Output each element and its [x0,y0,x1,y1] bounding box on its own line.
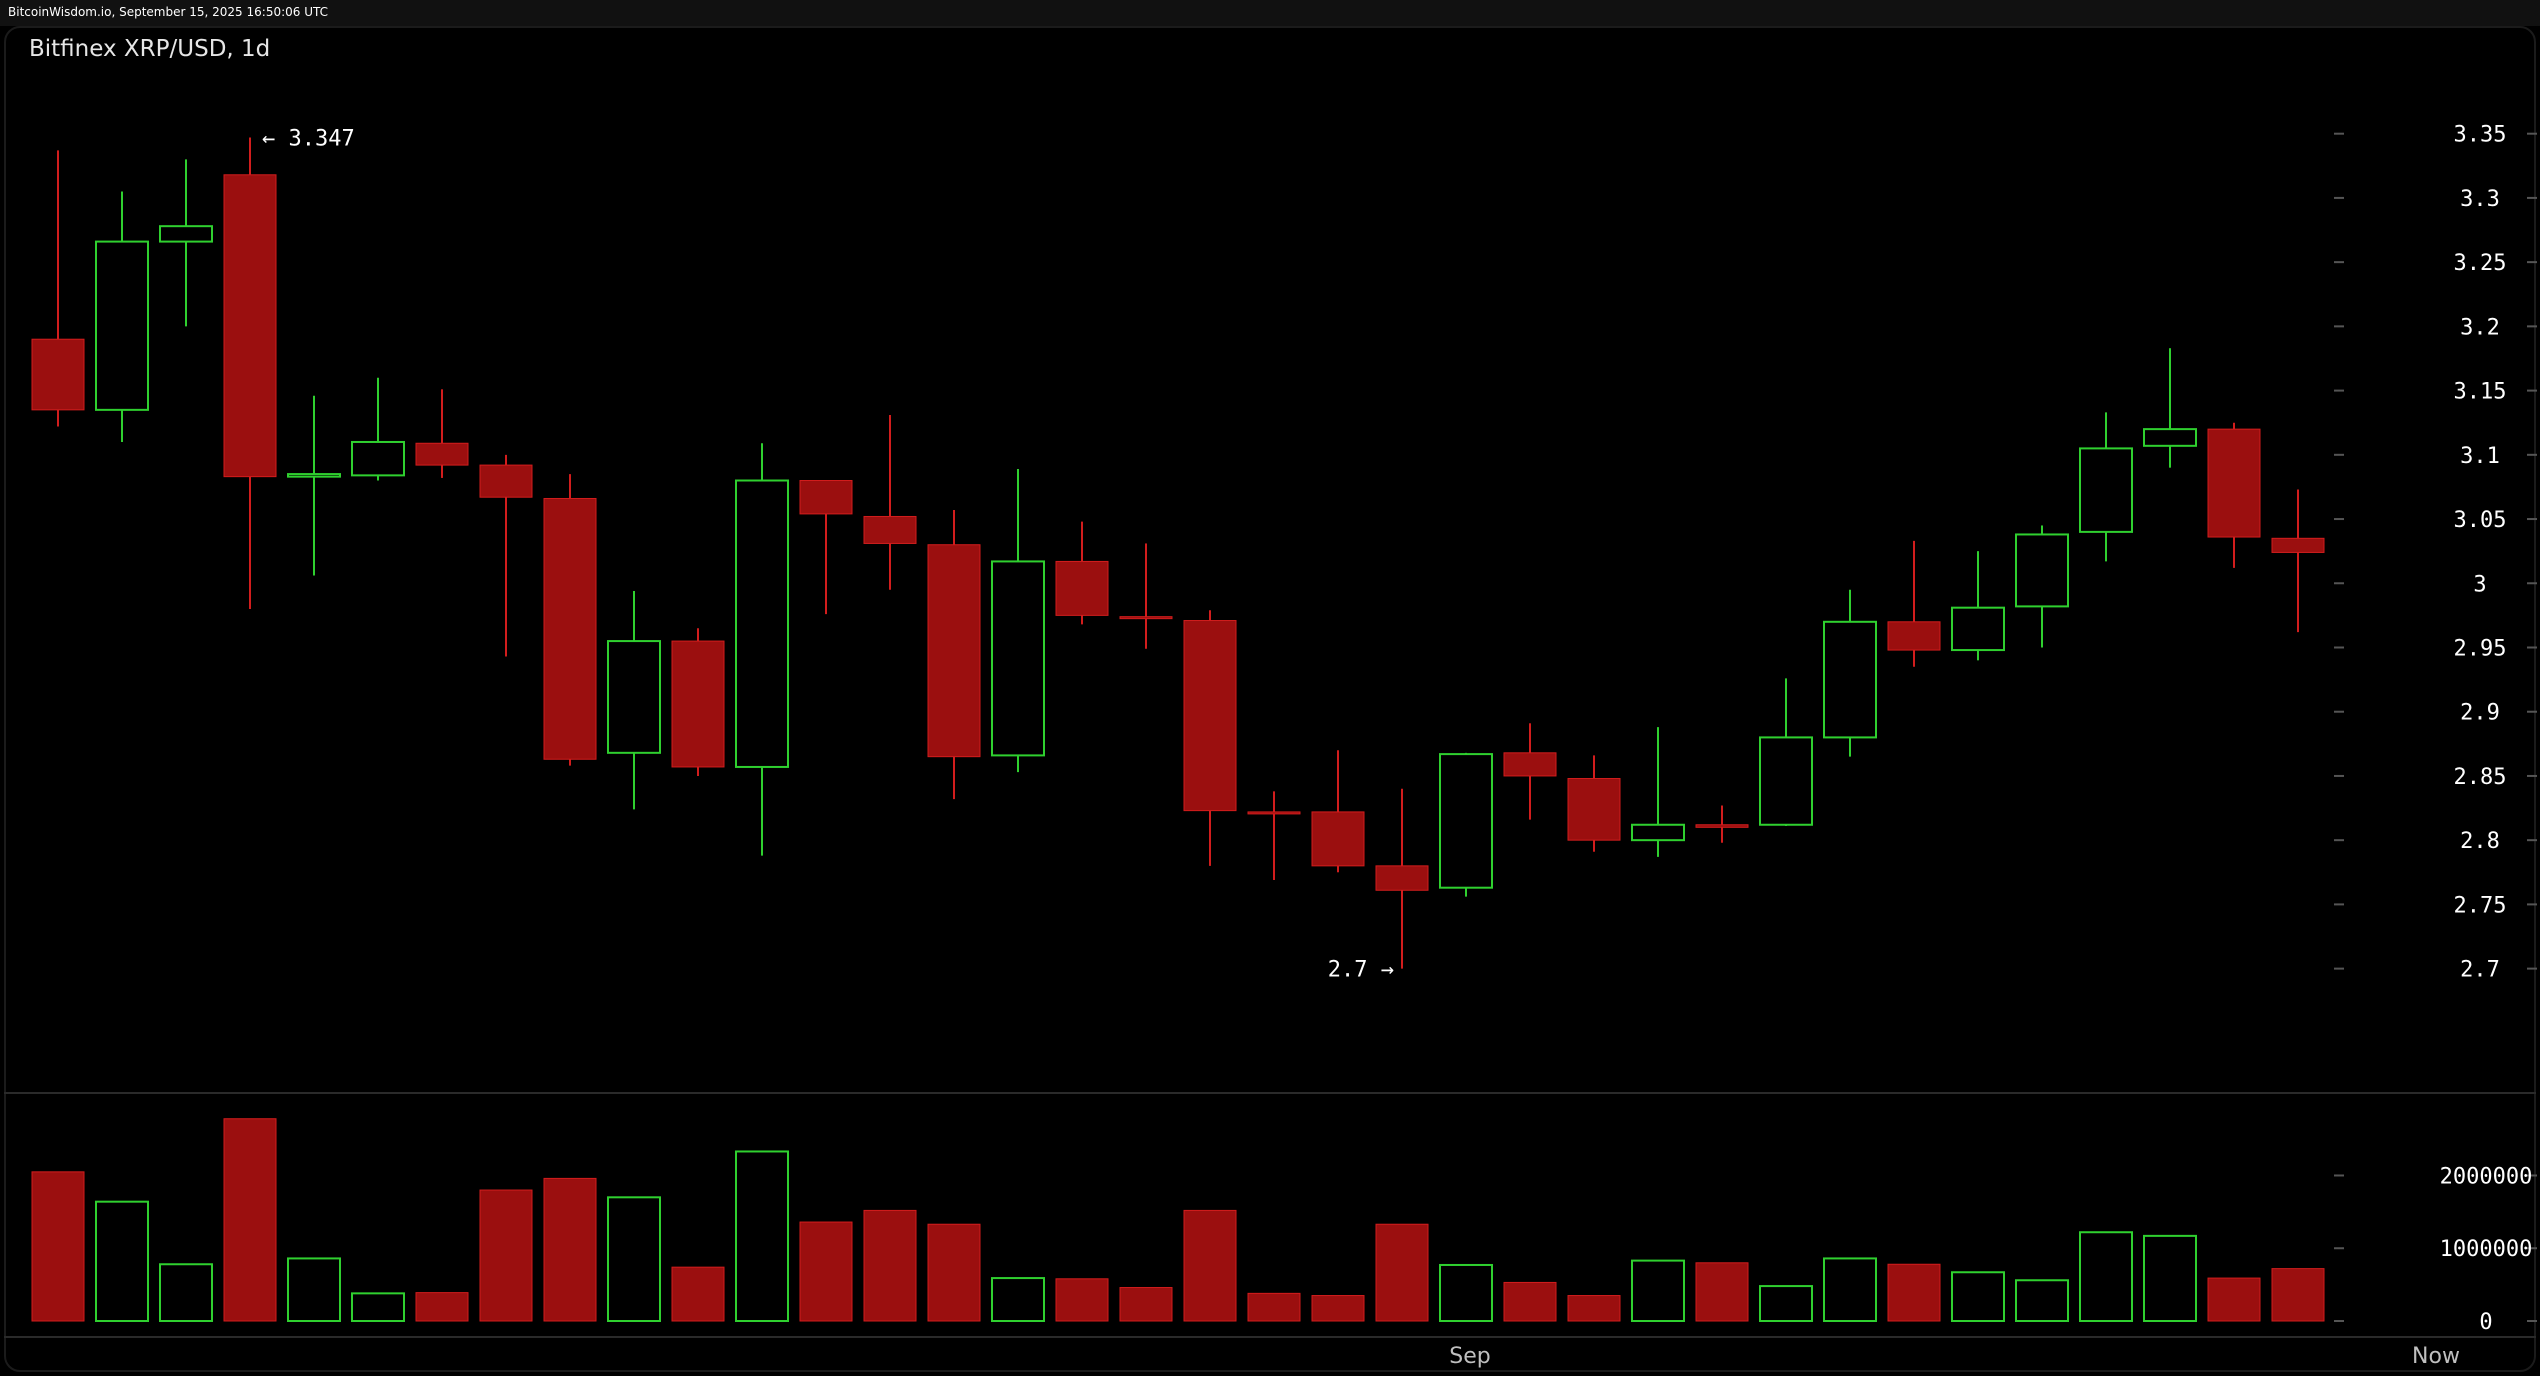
volume-bar-down [799,1221,853,1322]
candle-body-down [1247,811,1301,815]
time-axis-label: Now [2412,1344,2460,1369]
volume-bar-down [927,1223,981,1322]
price-tick-label: 2.75 [2454,893,2507,918]
price-tick-label: 3.25 [2454,251,2507,276]
candle-body-down [1375,865,1429,891]
candle-body-up [287,473,341,478]
candle-body-down [1119,616,1173,620]
volume-bar-up [1439,1263,1493,1322]
time-axis-label: Sep [1449,1344,1490,1369]
volume-bar-down [1055,1278,1109,1322]
header-strip: BitcoinWisdom.io, September 15, 2025 16:… [0,0,2540,26]
candle-body-up [2079,447,2133,533]
volume-bar-down [1119,1287,1173,1322]
high-annotation: ← 3.347 [262,127,355,152]
candle-body-down [927,544,981,758]
candle-body-down [31,338,85,411]
volume-bar-down [415,1292,469,1322]
candle-body-up [991,560,1045,757]
low-annotation: 2.7 → [1328,958,1394,983]
price-tick-label: 3.05 [2454,508,2507,533]
price-tick-label: 2.95 [2454,636,2507,661]
price-tick-label: 3.15 [2454,380,2507,405]
candle-body-down [799,480,853,515]
volume-tick-label: 2000000 [2440,1164,2533,1189]
volume-bar-down [543,1177,597,1322]
price-tick-label: 2.85 [2454,765,2507,790]
volume-tick-label: 1000000 [2440,1237,2533,1262]
volume-bar-up [287,1257,341,1323]
volume-bar-down [1887,1263,1941,1322]
volume-bar-down [2271,1268,2325,1322]
price-tick-label: 3.1 [2460,444,2500,469]
price-tick-label: 3.35 [2454,123,2507,148]
candle-body-up [159,225,213,243]
candle-body-down [1311,811,1365,867]
price-tick-label: 3.3 [2460,187,2500,212]
candle-body-up [1823,620,1877,739]
candle-body-down [223,174,277,478]
volume-bar-up [1631,1259,1685,1323]
candle-body-down [863,515,917,544]
volume-bar-down [1503,1281,1557,1322]
volume-bar-up [607,1196,661,1322]
candle-body-down [2271,537,2325,553]
candle-body-down [543,497,597,760]
candle-body-up [735,479,789,768]
candle-body-up [1759,736,1813,826]
volume-bar-down [479,1189,533,1322]
price-tick-label: 3.2 [2460,315,2500,340]
candle-body-down [1183,620,1237,812]
volume-bar-down [1567,1295,1621,1322]
volume-bar-up [735,1150,789,1322]
candle-body-up [95,240,149,411]
candle-body-down [671,640,725,768]
price-tick-label: 2.8 [2460,829,2500,854]
candle-body-down [1055,560,1109,616]
volume-bar-down [31,1171,85,1322]
chart-title: Bitfinex XRP/USD, 1d [29,36,271,62]
candle-body-up [607,640,661,754]
price-tick-label: 3 [2473,572,2486,597]
volume-bar-down [1375,1223,1429,1322]
candle-body-down [415,442,469,466]
volume-bar-down [223,1118,277,1322]
candle-body-down [479,464,533,498]
candle-body-down [1887,621,1941,651]
candle-body-up [1631,823,1685,842]
candle-body-up [2015,533,2069,608]
candle-body-up [351,440,405,477]
volume-bar-down [1311,1295,1365,1322]
volume-bar-up [2015,1279,2069,1322]
volume-bar-down [863,1209,917,1322]
candle-body-down [1503,752,1557,777]
volume-bar-up [95,1200,149,1323]
volume-bar-down [671,1266,725,1322]
candle-body-down [2207,428,2261,538]
volume-bar-up [159,1263,213,1323]
candle-body-up [2143,428,2197,447]
candle-body-down [1567,778,1621,841]
chart-frame [4,26,2536,1372]
candle-body-down [1695,824,1749,828]
candle-body-up [1951,606,2005,652]
volume-bar-up [2079,1231,2133,1323]
volume-tick-label: 0 [2479,1310,2492,1335]
volume-bar-down [2207,1277,2261,1322]
candle-body-up [1439,753,1493,889]
volume-bar-up [1759,1285,1813,1322]
volume-bar-up [351,1292,405,1322]
source-timestamp: BitcoinWisdom.io, September 15, 2025 16:… [8,5,328,19]
volume-bar-up [1951,1271,2005,1322]
price-tick-label: 2.9 [2460,701,2500,726]
volume-bar-down [1247,1292,1301,1322]
volume-bar-up [1823,1257,1877,1323]
volume-bar-down [1695,1262,1749,1322]
price-tick-label: 2.7 [2460,958,2500,983]
volume-bar-down [1183,1209,1237,1322]
volume-bar-up [991,1277,1045,1322]
volume-bar-up [2143,1234,2197,1323]
